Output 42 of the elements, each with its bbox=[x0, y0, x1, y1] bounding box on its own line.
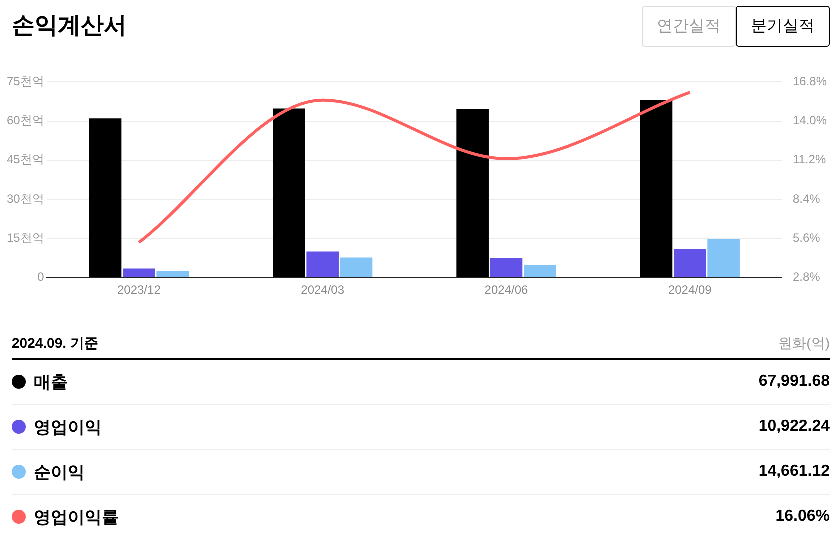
legend-label: 순이익 bbox=[33, 462, 85, 484]
bar bbox=[524, 265, 556, 278]
text: 원화(억) bbox=[778, 335, 830, 353]
x-tick-label: 2024/06 bbox=[484, 283, 528, 298]
line-series bbox=[138, 91, 692, 244]
text: 10,922.24 bbox=[758, 418, 830, 436]
text: 14,661.12 bbox=[758, 463, 830, 481]
y2-tick-label: 8.4% bbox=[792, 192, 821, 206]
text: 분기실적 bbox=[736, 6, 830, 47]
y2-tick-label: 11.2% bbox=[792, 152, 826, 167]
y-tick-label: 75천억 bbox=[6, 74, 44, 89]
bar bbox=[156, 271, 190, 278]
bar bbox=[456, 109, 489, 278]
bar bbox=[123, 268, 156, 278]
bar bbox=[674, 249, 706, 278]
bar bbox=[273, 108, 306, 278]
y2-tick-label: 16.8% bbox=[792, 74, 828, 89]
text: 67,991.68 bbox=[758, 373, 830, 391]
legend-label: 영업이익률 bbox=[33, 506, 119, 528]
bar bbox=[89, 118, 122, 278]
text: 2024.09. 기준 bbox=[12, 335, 98, 353]
text: 16.06% bbox=[776, 508, 830, 526]
legend-label: 영업이익 bbox=[33, 416, 102, 438]
chart-title: 손익계산서 bbox=[12, 11, 127, 40]
y-tick-label: 60천억 bbox=[6, 114, 44, 128]
x-tick-label: 2023/12 bbox=[117, 283, 162, 298]
y-tick-label: 15천억 bbox=[6, 230, 44, 245]
bar bbox=[490, 258, 523, 278]
bar bbox=[340, 258, 373, 278]
y2-tick-label: 14.0% bbox=[792, 114, 828, 128]
y2-tick-label: 5.6% bbox=[792, 230, 821, 245]
legend-label: 매출 bbox=[33, 372, 68, 394]
y-tick-label: 45천억 bbox=[6, 152, 44, 167]
y-tick-label: 0 bbox=[38, 270, 45, 284]
x-tick-label: 2024/09 bbox=[668, 283, 712, 298]
y-tick-label: 30천억 bbox=[6, 192, 44, 206]
bar bbox=[640, 100, 673, 278]
text: 연간실적 bbox=[642, 6, 736, 47]
bar bbox=[306, 252, 339, 278]
x-tick-label: 2024/03 bbox=[301, 283, 345, 298]
y2-tick-label: 2.8% bbox=[792, 270, 821, 284]
bar bbox=[708, 239, 740, 278]
